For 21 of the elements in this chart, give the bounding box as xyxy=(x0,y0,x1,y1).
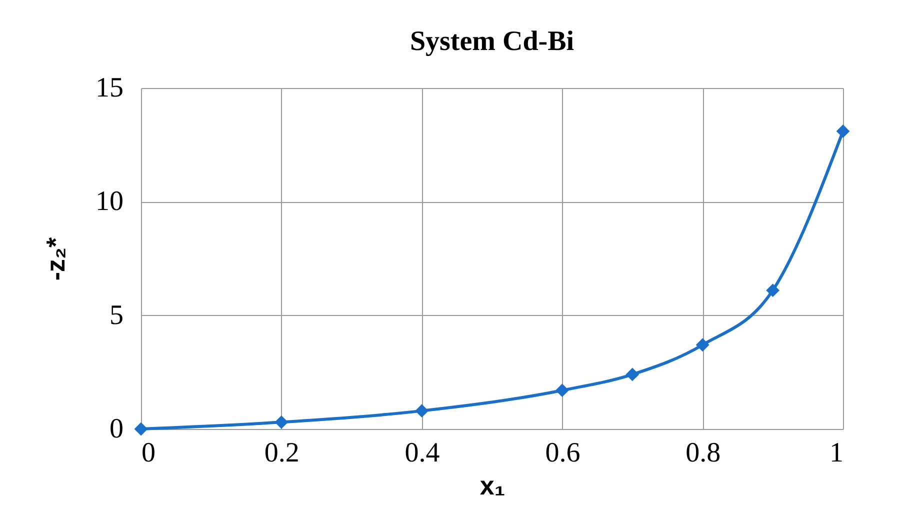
point xyxy=(134,422,148,436)
x-tick-label: 0.4 xyxy=(404,438,440,468)
point xyxy=(274,415,288,429)
y-tick-label: 5 xyxy=(110,300,124,331)
point xyxy=(836,124,850,138)
point xyxy=(766,284,780,298)
point xyxy=(626,368,640,382)
point xyxy=(555,384,569,398)
y-tick-label: 15 xyxy=(96,72,124,104)
x-tick-label: 0.6 xyxy=(545,438,580,468)
point xyxy=(696,338,710,352)
x-tick-label: 1 xyxy=(830,438,844,468)
x-tick-label: 0.2 xyxy=(264,438,300,468)
y-tick-label: 10 xyxy=(96,186,124,218)
y-tick-label: 0 xyxy=(110,414,124,444)
x-axis-title: x₁ xyxy=(480,470,506,500)
x-tick-label: 0 xyxy=(142,438,156,468)
x-tick-label: 0.8 xyxy=(686,438,721,468)
y-axis-title: -z₂* xyxy=(40,236,70,281)
chart-title: System Cd-Bi xyxy=(410,26,574,57)
point xyxy=(415,404,429,418)
